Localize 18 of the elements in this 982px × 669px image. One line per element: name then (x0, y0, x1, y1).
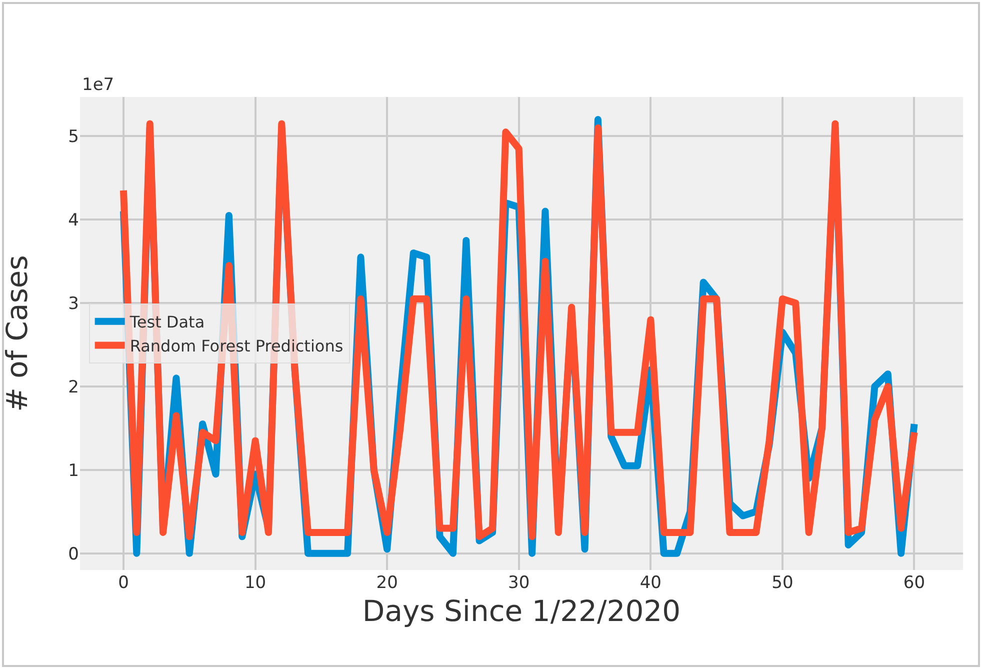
x-tick-label: 30 (508, 573, 530, 593)
legend-label: Random Forest Predictions (130, 336, 344, 356)
text: 1e7 (82, 75, 114, 95)
y-tick-label: 1 (68, 460, 79, 481)
x-tick-label: 50 (772, 573, 794, 593)
x-tick-label: 60 (903, 573, 926, 593)
y-tick-label: 4 (68, 210, 79, 231)
x-tick-label: 20 (376, 573, 398, 593)
x-tick-label: 40 (640, 573, 662, 593)
x-tick-label: 10 (244, 573, 266, 593)
y-tick-label: 0 (68, 544, 79, 564)
y-axis-title: # of Cases (0, 255, 34, 412)
y-tick-label: 3 (68, 294, 79, 314)
x-tick-label: 0 (118, 573, 129, 593)
legend-label: Test Data (128, 312, 205, 332)
y-tick-label: 5 (68, 127, 79, 148)
y-tick-label: 2 (68, 377, 79, 398)
x-axis-title: Days Since 1/22/2020 (362, 594, 681, 628)
